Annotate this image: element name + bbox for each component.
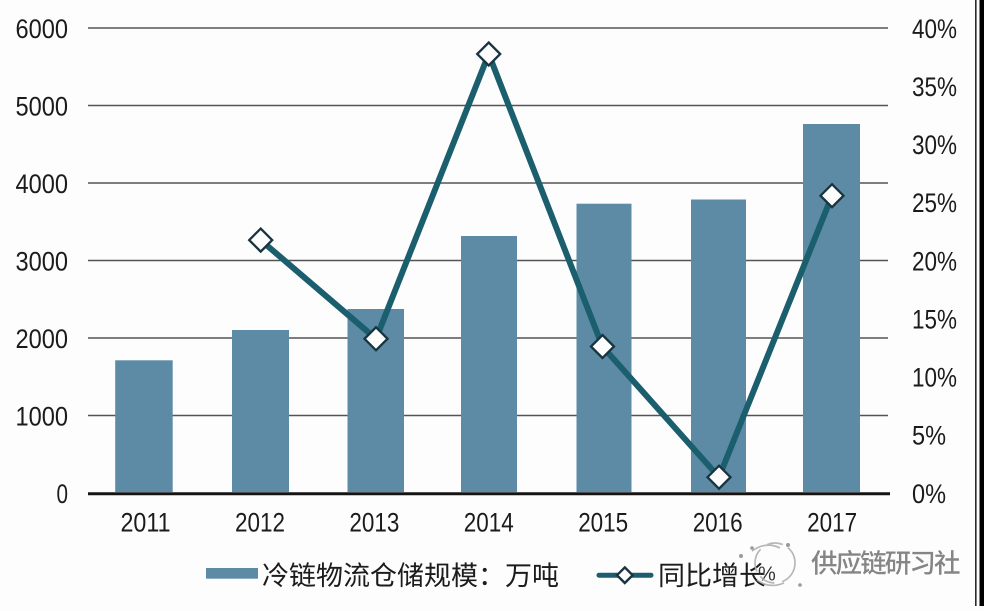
svg-text:2000: 2000	[16, 324, 69, 354]
svg-text:5%: 5%	[912, 421, 946, 451]
svg-text:0%: 0%	[912, 479, 946, 509]
svg-text:6000: 6000	[16, 14, 69, 44]
svg-text:40%: 40%	[912, 14, 957, 44]
svg-text:2017: 2017	[807, 508, 857, 538]
svg-text:2015: 2015	[578, 508, 628, 538]
svg-text:2013: 2013	[349, 508, 399, 538]
svg-text:15%: 15%	[912, 304, 957, 334]
svg-text:5000: 5000	[16, 91, 69, 121]
svg-text:4000: 4000	[16, 169, 69, 199]
svg-text:2011: 2011	[121, 508, 171, 538]
svg-text:25%: 25%	[912, 188, 957, 218]
svg-text:20%: 20%	[912, 246, 957, 276]
svg-text:35%: 35%	[912, 72, 957, 102]
svg-text:0: 0	[57, 479, 69, 509]
svg-text:2012: 2012	[235, 508, 285, 538]
svg-text:2014: 2014	[464, 508, 514, 538]
svg-text:1000: 1000	[16, 401, 69, 431]
svg-text:10%: 10%	[912, 363, 957, 393]
svg-text:3000: 3000	[16, 246, 69, 276]
svg-text:2016: 2016	[693, 508, 743, 538]
svg-text:30%: 30%	[912, 130, 957, 160]
